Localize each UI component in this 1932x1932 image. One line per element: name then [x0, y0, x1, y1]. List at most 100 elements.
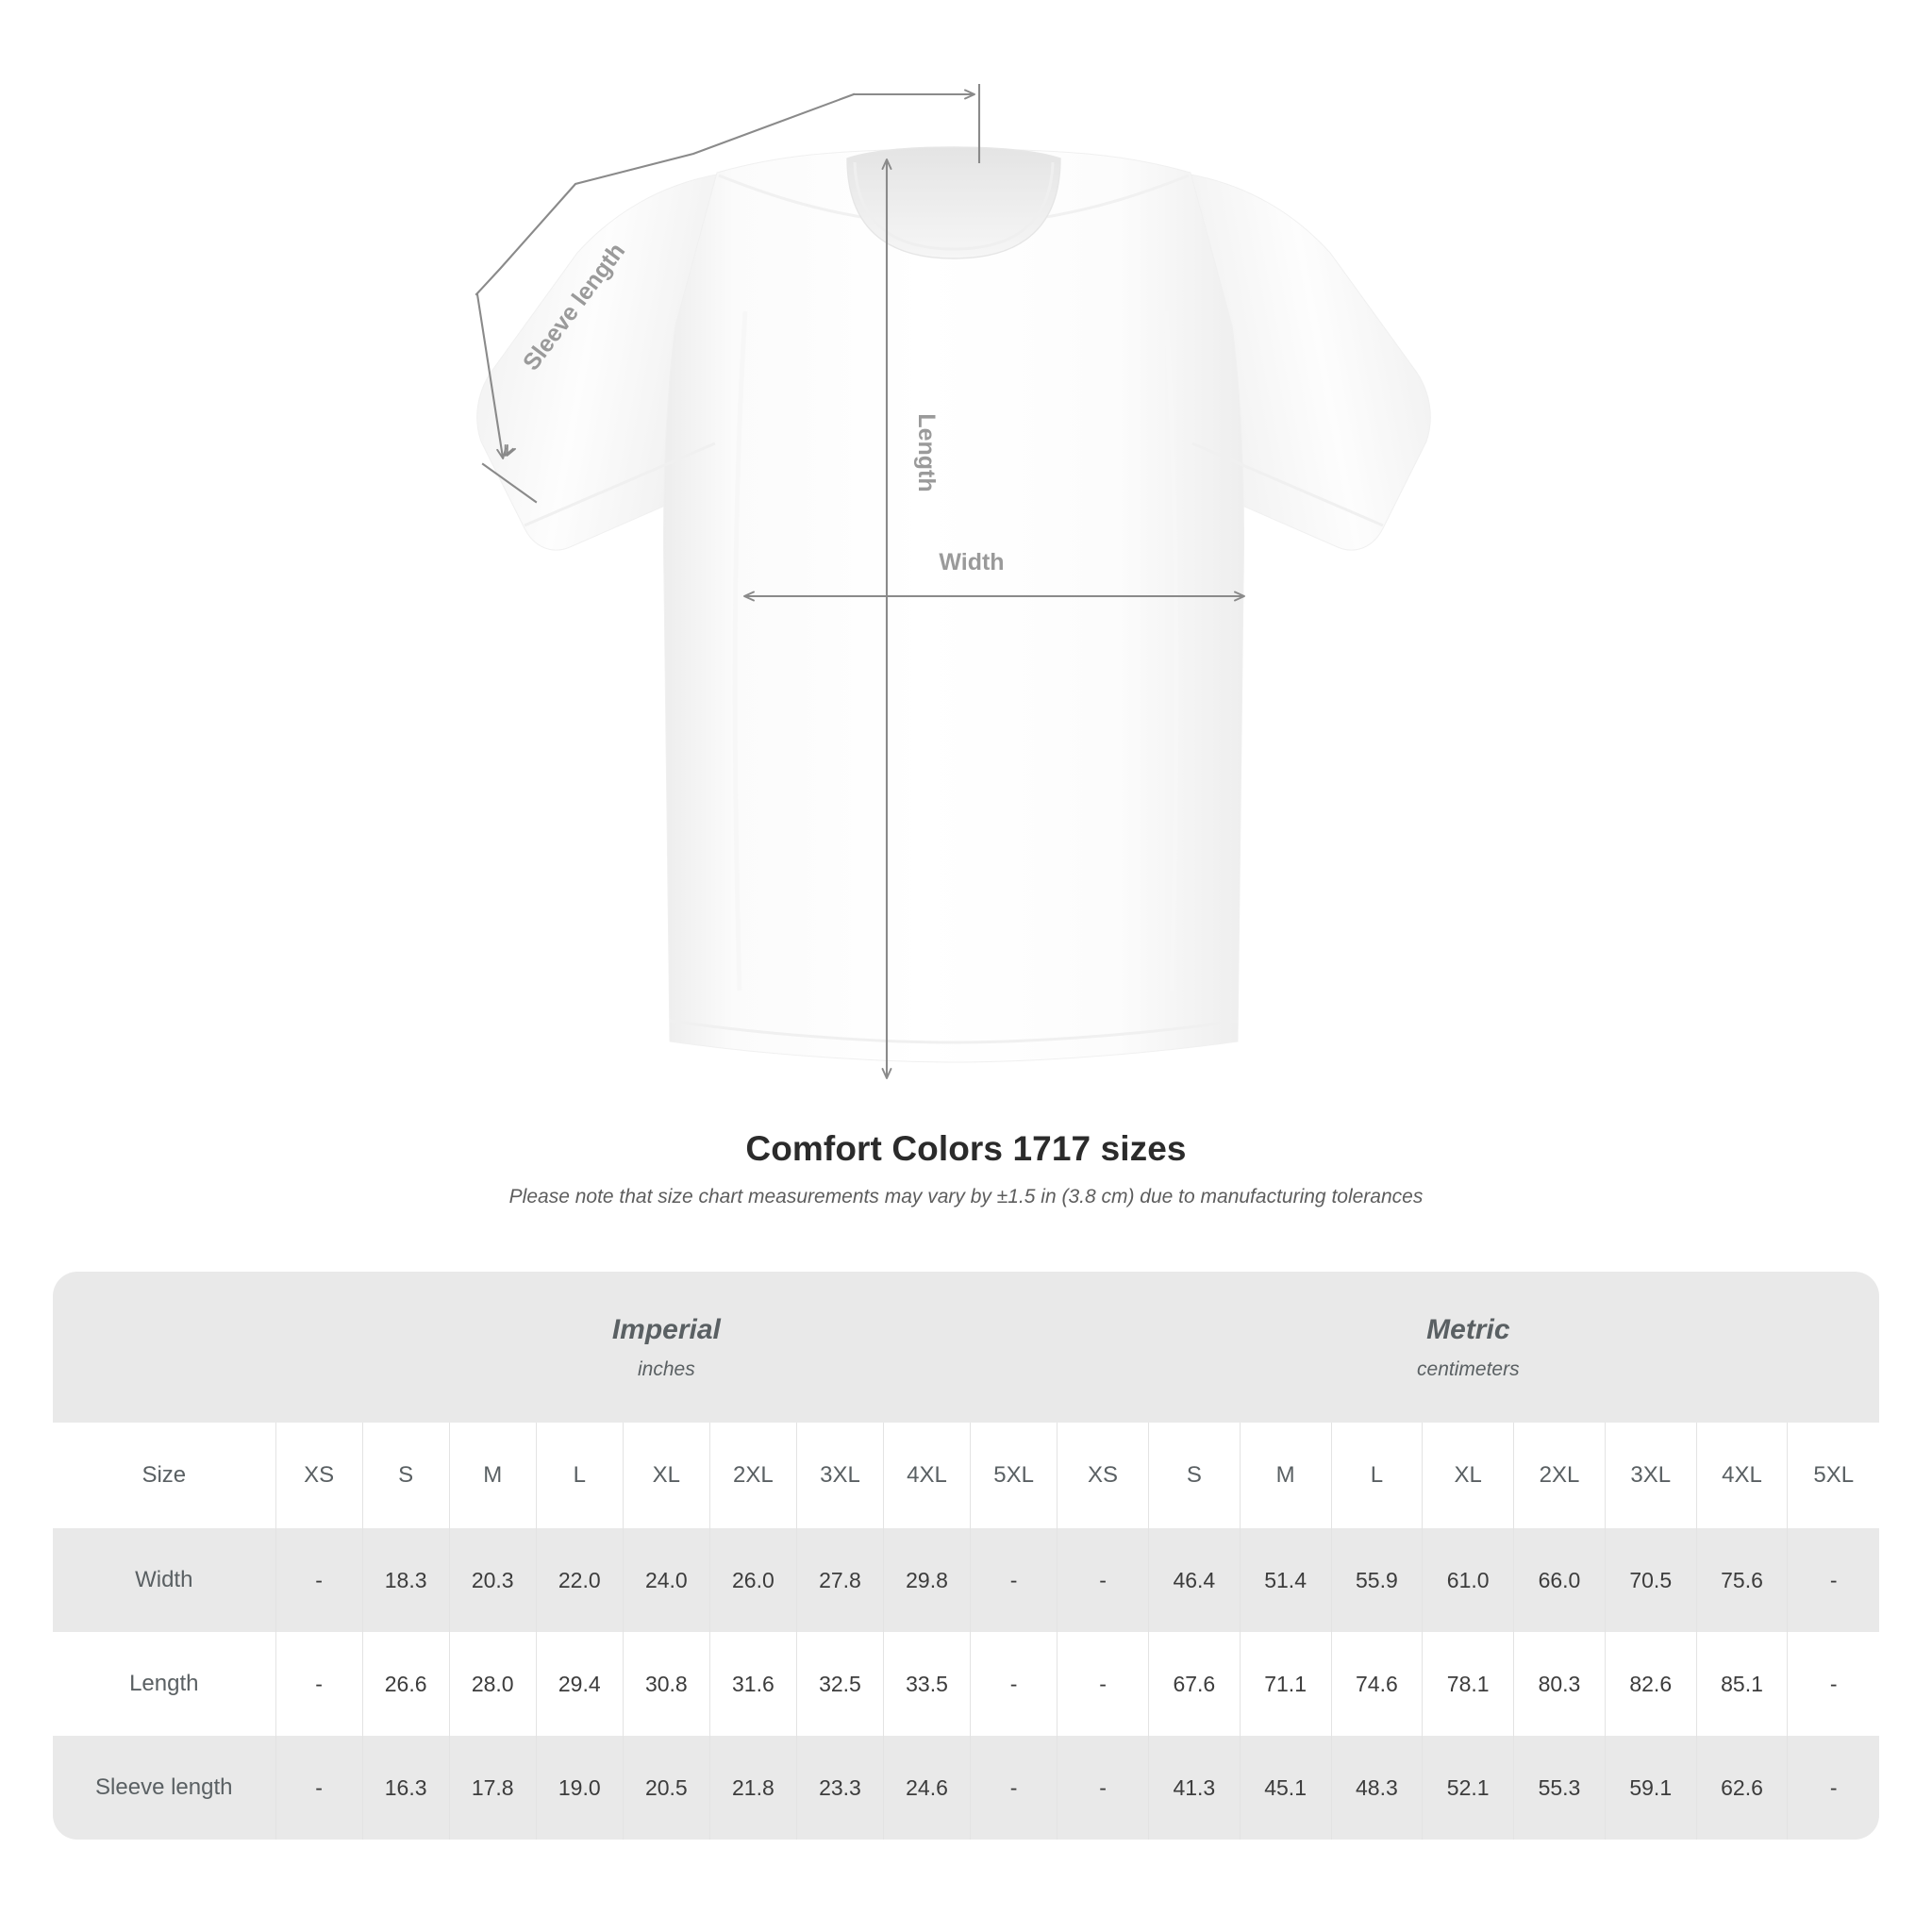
cell-length-imperial-2xl: 31.6	[708, 1632, 797, 1736]
row-label-length: Length	[53, 1632, 276, 1736]
cell-width-imperial-4xl: 29.8	[882, 1528, 971, 1632]
cell-sleeve-imperial-4xl: 24.6	[882, 1736, 971, 1840]
sleeve-diagonal	[475, 292, 508, 459]
unit-group-metric-name: Metric	[1426, 1313, 1510, 1345]
header-metric-3xl: 3XL	[1604, 1423, 1697, 1528]
sleeve-end-tick	[481, 462, 538, 504]
table-row: Sleeve length - 16.3 17.8 19.0 20.5 21.8…	[53, 1736, 1879, 1840]
header-imperial-xs: XS	[275, 1423, 363, 1528]
cell-length-metric-3xl: 82.6	[1604, 1632, 1697, 1736]
cell-sleeve-metric-s: 41.3	[1147, 1736, 1241, 1840]
right-sleeve	[1190, 174, 1431, 551]
cell-width-metric-xs: -	[1057, 1528, 1149, 1632]
cell-width-imperial-2xl: 26.0	[708, 1528, 797, 1632]
size-header-row: Size XS S M L XL 2XL 3XL 4XL 5XL XS S M …	[53, 1423, 1879, 1528]
cell-sleeve-metric-4xl: 62.6	[1695, 1736, 1788, 1840]
fabric-fold	[732, 310, 748, 991]
cell-length-imperial-5xl: -	[970, 1632, 1058, 1736]
bottom-hem	[669, 1019, 1239, 1044]
fabric-fold	[1163, 310, 1179, 991]
header-metric-4xl: 4XL	[1695, 1423, 1788, 1528]
cell-length-imperial-s: 26.6	[361, 1632, 450, 1736]
sleeve-leader	[475, 92, 856, 296]
page-title: Comfort Colors 1717 sizes	[745, 1129, 1187, 1168]
cell-width-metric-3xl: 70.5	[1604, 1528, 1697, 1632]
table-row: Width - 18.3 20.3 22.0 24.0 26.0 27.8 29…	[53, 1528, 1879, 1632]
tshirt-body-shape	[476, 146, 1431, 1063]
cell-sleeve-imperial-xl: 20.5	[622, 1736, 710, 1840]
cell-width-metric-l: 55.9	[1330, 1528, 1423, 1632]
left-sleeve-hem	[524, 441, 716, 527]
size-chart-table: Imperial inches Metric centimeters Size …	[53, 1272, 1879, 1840]
header-imperial-2xl: 2XL	[708, 1423, 797, 1528]
cell-sleeve-imperial-l: 19.0	[535, 1736, 624, 1840]
cell-length-metric-5xl: -	[1787, 1632, 1879, 1736]
header-imperial-5xl: 5XL	[970, 1423, 1058, 1528]
tshirt-illustration: Sleeve length Length Width	[475, 83, 1431, 1079]
unit-corner-spacer	[53, 1272, 276, 1423]
unit-group-imperial: Imperial inches	[275, 1272, 1058, 1423]
cell-length-metric-xs: -	[1057, 1632, 1149, 1736]
header-metric-xs: XS	[1057, 1423, 1149, 1528]
header-imperial-3xl: 3XL	[795, 1423, 884, 1528]
unit-group-metric-sub: centimeters	[1417, 1357, 1520, 1380]
header-metric-xl: XL	[1422, 1423, 1514, 1528]
size-chart-container: Imperial inches Metric centimeters Size …	[53, 1272, 1879, 1840]
cell-sleeve-metric-xs: -	[1057, 1736, 1149, 1840]
header-metric-s: S	[1147, 1423, 1241, 1528]
cell-width-metric-xl: 61.0	[1422, 1528, 1514, 1632]
header-size-label: Size	[53, 1423, 276, 1528]
collar-inner-seam	[853, 161, 1055, 251]
left-sleeve	[476, 174, 718, 551]
cell-sleeve-metric-3xl: 59.1	[1604, 1736, 1697, 1840]
header-imperial-xl: XL	[622, 1423, 710, 1528]
row-label-width: Width	[53, 1528, 276, 1632]
cell-width-metric-5xl: -	[1787, 1528, 1879, 1632]
header-metric-l: L	[1330, 1423, 1423, 1528]
cell-length-metric-l: 74.6	[1330, 1632, 1423, 1736]
cell-sleeve-metric-2xl: 55.3	[1513, 1736, 1606, 1840]
cell-sleeve-metric-l: 48.3	[1330, 1736, 1423, 1840]
cell-width-metric-4xl: 75.6	[1695, 1528, 1788, 1632]
cell-length-metric-xl: 78.1	[1422, 1632, 1514, 1736]
cell-length-imperial-l: 29.4	[535, 1632, 624, 1736]
unit-group-imperial-name: Imperial	[611, 1313, 721, 1345]
cell-width-imperial-s: 18.3	[361, 1528, 450, 1632]
cell-sleeve-metric-5xl: -	[1787, 1736, 1879, 1840]
cell-length-metric-4xl: 85.1	[1695, 1632, 1788, 1736]
left-shoulder-seam	[718, 174, 874, 221]
shirt-body	[663, 148, 1244, 1063]
header-imperial-m: M	[448, 1423, 537, 1528]
cell-width-imperial-xs: -	[275, 1528, 363, 1632]
header-metric-m: M	[1239, 1423, 1331, 1528]
cell-length-imperial-m: 28.0	[448, 1632, 537, 1736]
cell-width-imperial-xl: 24.0	[622, 1528, 710, 1632]
header-imperial-l: L	[535, 1423, 624, 1528]
right-sleeve-hem	[1191, 441, 1384, 527]
measurement-guides	[475, 83, 1245, 1079]
cell-width-metric-s: 46.4	[1147, 1528, 1241, 1632]
cell-sleeve-imperial-5xl: -	[970, 1736, 1058, 1840]
cell-length-metric-m: 71.1	[1239, 1632, 1331, 1736]
table-row: Length - 26.6 28.0 29.4 30.8 31.6 32.5 3…	[53, 1632, 1879, 1736]
cell-length-metric-s: 67.6	[1147, 1632, 1241, 1736]
cell-width-imperial-3xl: 27.8	[795, 1528, 884, 1632]
cell-sleeve-imperial-m: 17.8	[448, 1736, 537, 1840]
unit-group-metric: Metric centimeters	[1057, 1272, 1879, 1423]
cell-sleeve-imperial-2xl: 21.8	[708, 1736, 797, 1840]
header-imperial-s: S	[361, 1423, 450, 1528]
cell-width-imperial-l: 22.0	[535, 1528, 624, 1632]
cell-sleeve-imperial-xs: -	[275, 1736, 363, 1840]
cell-width-imperial-m: 20.3	[448, 1528, 537, 1632]
cell-sleeve-metric-m: 45.1	[1239, 1736, 1331, 1840]
cell-width-metric-2xl: 66.0	[1513, 1528, 1606, 1632]
page-subtitle: Please note that size chart measurements…	[508, 1186, 1424, 1208]
tshirt-diagram-svg: Sleeve length Length Width	[475, 83, 1431, 1079]
row-label-sleeve-length: Sleeve length	[53, 1736, 276, 1840]
cell-length-imperial-xl: 30.8	[622, 1632, 710, 1736]
cell-width-imperial-5xl: -	[970, 1528, 1058, 1632]
cell-length-imperial-3xl: 32.5	[795, 1632, 884, 1736]
unit-group-imperial-sub: inches	[638, 1357, 695, 1380]
header-metric-2xl: 2XL	[1513, 1423, 1606, 1528]
cell-length-metric-2xl: 80.3	[1513, 1632, 1606, 1736]
